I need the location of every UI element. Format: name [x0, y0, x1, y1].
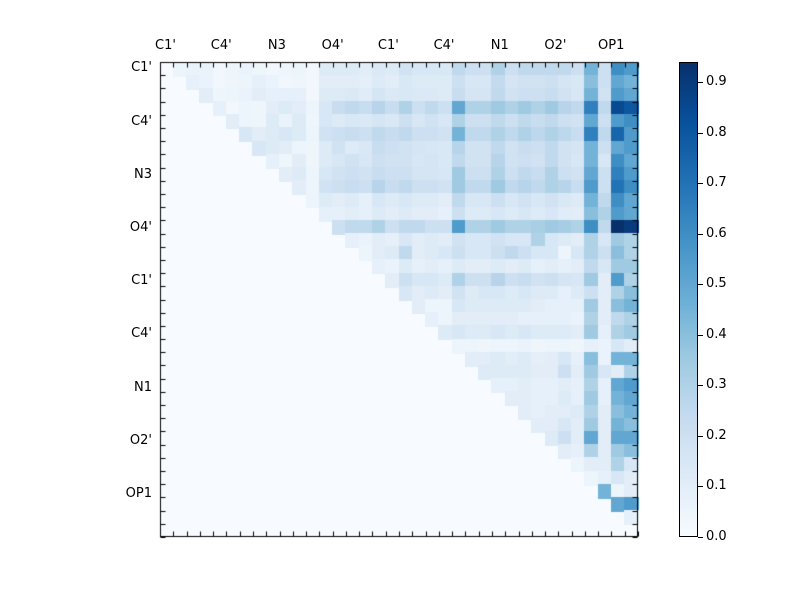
y-tick-label: O2': [129, 432, 152, 448]
y-tick-label: N3: [134, 166, 152, 182]
x-tick-label: O4': [321, 38, 344, 53]
x-tick-label: N1: [490, 38, 509, 53]
y-tick-label: C1': [131, 273, 152, 289]
colorbar-tick-label: 0.5: [706, 276, 727, 292]
x-tick-label: C1': [377, 38, 399, 53]
y-tick-label: C4': [131, 326, 152, 342]
y-tick-label: C1': [131, 60, 152, 76]
colorbar-tick-label: 0.2: [706, 427, 727, 443]
colorbar-tick: [698, 234, 703, 235]
colorbar-tick-label: 0.6: [706, 225, 727, 241]
x-tick-label: C1': [155, 38, 176, 53]
colorbar-tick: [698, 284, 703, 285]
colorbar-tick: [698, 335, 703, 336]
colorbar-tick-label: 0.8: [706, 124, 727, 140]
colorbar-tick: [698, 183, 703, 184]
colorbar-gradient: [679, 62, 698, 537]
y-tick-label: OP1: [125, 485, 152, 501]
colorbar-tick-label: 0.1: [706, 478, 727, 494]
y-tick-label: N1: [134, 379, 152, 395]
colorbar-tick: [698, 385, 703, 386]
colorbar-tick-label: 0.9: [706, 74, 727, 90]
colorbar-tick-label: 0.3: [706, 377, 727, 393]
x-tick-label: C4': [210, 38, 232, 53]
colorbar-tick: [698, 486, 703, 487]
x-tick-label: OP1: [598, 38, 625, 53]
colorbar-tick: [698, 436, 703, 437]
colorbar-tick: [698, 82, 703, 83]
colorbar-tick-label: 0.7: [706, 175, 727, 191]
colorbar-tick-label: 0.0: [706, 529, 727, 544]
y-tick-label: O4': [129, 219, 152, 235]
y-tick-label: C4': [131, 113, 152, 129]
x-tick-label: N3: [267, 38, 286, 53]
colorbar-tick: [698, 133, 703, 134]
x-tick-label: C4': [433, 38, 455, 53]
x-tick-label: O2': [544, 38, 567, 53]
colorbar-tick-label: 0.4: [706, 326, 727, 342]
colorbar-tick: [698, 537, 703, 538]
